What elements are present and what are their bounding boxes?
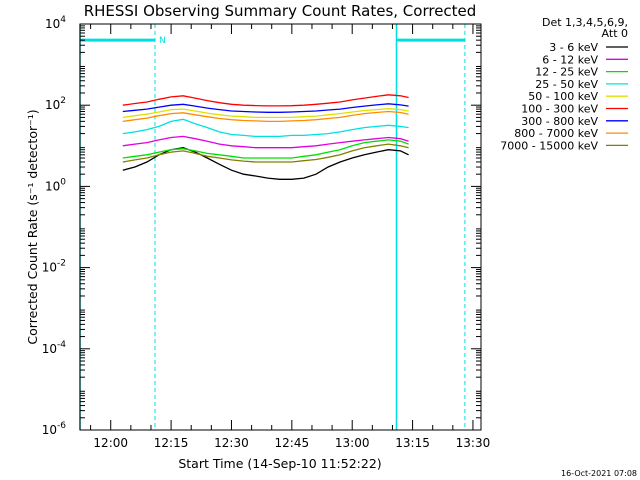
y-tick-exponent: 0 <box>60 177 66 187</box>
x-tick-label: 12:15 <box>154 436 189 450</box>
attenuator-marker-label: N <box>159 36 166 46</box>
series-line <box>122 103 409 113</box>
y-tick-base: 10 <box>45 179 60 193</box>
x-axis: 12:00 12:15 12:30 12:45 13:00 13:15 13:30 <box>90 24 491 450</box>
legend-label: 6 - 12 keV <box>542 53 598 66</box>
x-tick-label: 12:30 <box>214 436 249 450</box>
legend-label: 100 - 300 keV <box>521 103 598 116</box>
series-line <box>122 147 409 180</box>
series-line <box>122 110 409 123</box>
y-tick-base: 10 <box>42 423 57 437</box>
series-line <box>122 108 409 119</box>
legend-header-line-2: Att 0 <box>602 27 628 40</box>
series-line <box>122 118 409 138</box>
timestamp: 16-Oct-2021 07:08 <box>561 469 637 478</box>
y-tick-exponent: -6 <box>57 421 66 431</box>
y-tick-base: 10 <box>45 98 60 112</box>
chart-title: RHESSI Observing Summary Count Rates, Co… <box>84 2 477 20</box>
legend-label: 12 - 25 keV <box>535 66 598 79</box>
y-tick-exponent: -4 <box>57 340 66 350</box>
x-tick-label: 13:00 <box>335 436 370 450</box>
legend-label: 7000 - 15000 keV <box>500 139 598 152</box>
x-tick-label: 13:15 <box>395 436 430 450</box>
y-axis-label: Corrected Count Rate (s⁻¹ detector⁻¹) <box>25 109 40 344</box>
legend-label: 25 - 50 keV <box>535 78 598 91</box>
series-line <box>122 94 409 107</box>
legend-label: 50 - 100 keV <box>528 90 598 103</box>
y-tick-exponent: 4 <box>60 15 66 25</box>
legend-label: 3 - 6 keV <box>549 41 598 54</box>
y-tick-base: 10 <box>45 17 60 31</box>
x-tick-label: 13:30 <box>456 436 491 450</box>
x-tick-label: 12:00 <box>93 436 128 450</box>
y-tick-label: 10-6 <box>42 421 67 437</box>
series-line <box>122 139 409 159</box>
x-tick-label: 12:45 <box>275 436 310 450</box>
y-tick-exponent: 2 <box>60 96 66 106</box>
y-tick-base: 10 <box>42 261 57 275</box>
plot-marks: N <box>79 24 466 430</box>
y-tick-exponent: -2 <box>57 259 66 269</box>
legend-label: 800 - 7000 keV <box>514 127 598 140</box>
y-tick-label: 10-4 <box>42 340 67 356</box>
y-tick-label: 104 <box>45 15 66 31</box>
y-tick-label: 10-2 <box>42 259 66 275</box>
y-tick-base: 10 <box>42 342 57 356</box>
series-line <box>122 143 409 163</box>
x-axis-label: Start Time (14-Sep-10 11:52:22) <box>178 456 381 471</box>
legend-header-line-1: Det 1,3,4,5,6,9, <box>542 16 628 29</box>
legend-label: 300 - 800 keV <box>521 115 598 128</box>
series-line <box>122 135 409 149</box>
plot-frame <box>79 23 482 431</box>
y-tick-label: 100 <box>45 177 66 193</box>
y-tick-label: 102 <box>45 96 66 112</box>
